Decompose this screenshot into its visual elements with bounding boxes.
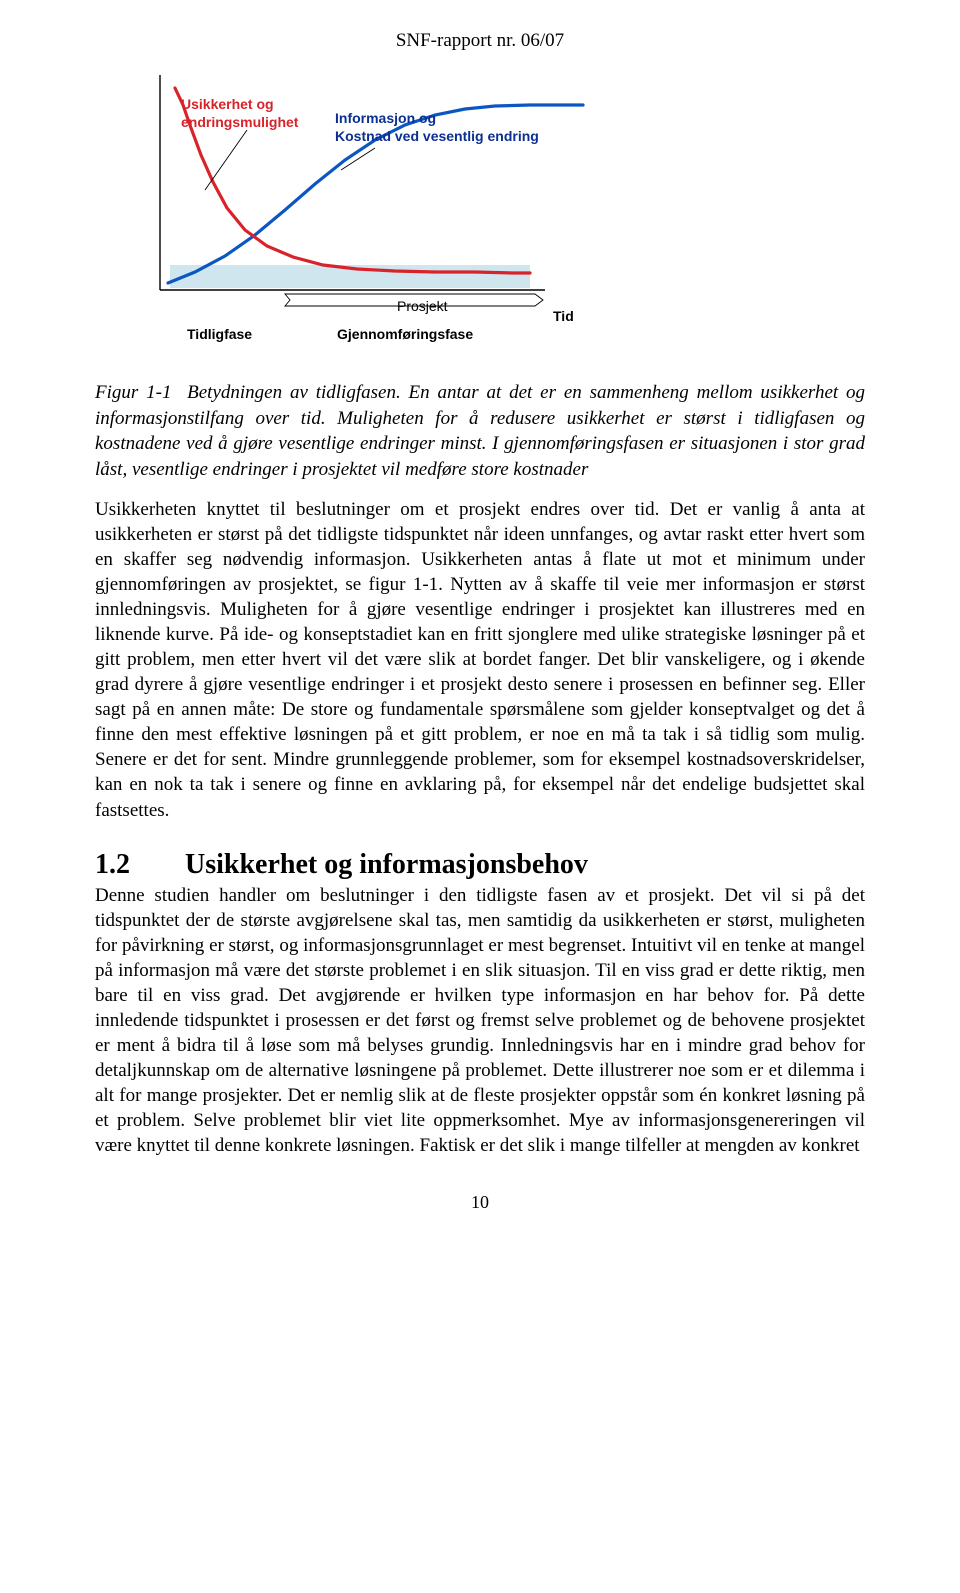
label-information: Informasjon og Kostnad ved vesentlig end… <box>335 110 539 145</box>
section-title: Usikkerhet og informasjonsbehov <box>185 849 588 880</box>
section-body: Denne studien handler om beslutninger i … <box>95 883 865 1159</box>
section-heading: 1.2Usikkerhet og informasjonsbehov <box>95 849 865 881</box>
label-gjennom: Gjennomføringsfase <box>337 326 473 344</box>
label-tid: Tid <box>553 308 574 326</box>
caption-text: Betydningen av tidligfasen. En antar at … <box>95 382 865 480</box>
paragraph-1: Usikkerheten knyttet til beslutninger om… <box>95 497 865 823</box>
page-number: 10 <box>95 1192 865 1213</box>
label-project: Prosjekt <box>397 298 448 316</box>
label-tidligfase: Tidligfase <box>187 326 252 344</box>
label-uncertainty: Usikkerhet og endringsmulighet <box>181 96 298 131</box>
section-number: 1.2 <box>95 849 185 881</box>
figure-1-1-chart: Usikkerhet og endringsmulighet Informasj… <box>135 70 865 350</box>
report-header: SNF-rapport nr. 06/07 <box>95 30 865 52</box>
caption-prefix: Figur 1-1 <box>95 382 171 403</box>
figure-caption: Figur 1-1 Betydningen av tidligfasen. En… <box>95 380 865 483</box>
